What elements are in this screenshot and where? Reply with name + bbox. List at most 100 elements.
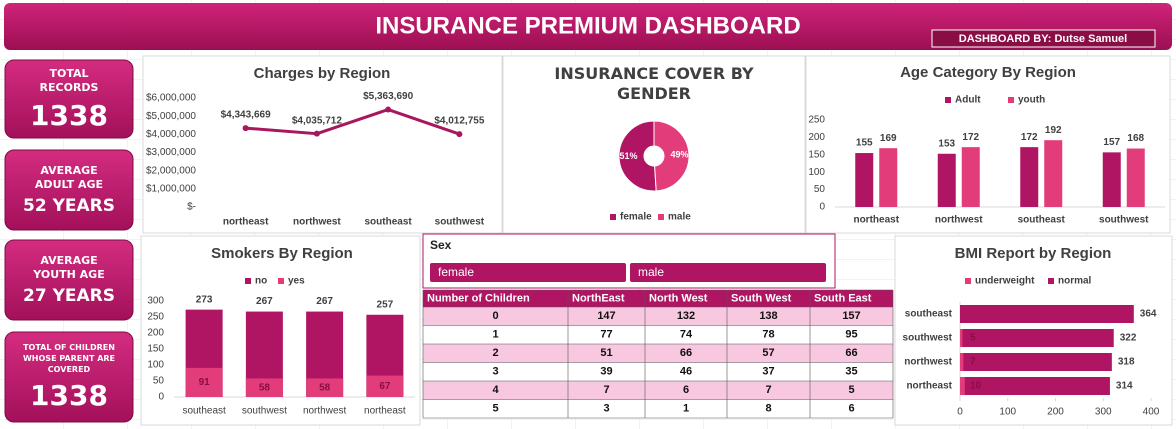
data-label: 51% <box>620 151 638 161</box>
line-marker <box>385 106 392 113</box>
bar <box>1044 140 1063 207</box>
table-cell: 51 <box>600 347 612 359</box>
table-cell: 147 <box>597 310 615 322</box>
y-tick-label: 50 <box>153 376 165 387</box>
legend-label: youth <box>1018 95 1045 106</box>
table-cell: 39 <box>600 366 612 378</box>
kpi-value: 27 YEARS <box>23 286 115 306</box>
table-cell: 78 <box>762 329 774 341</box>
bar <box>960 377 1110 395</box>
y-tick-label: northwest <box>904 357 952 368</box>
data-label: 257 <box>377 299 394 310</box>
y-tick-label: 100 <box>808 167 825 178</box>
data-label: 267 <box>256 296 273 307</box>
legend-label: normal <box>1058 276 1092 287</box>
bar <box>960 329 963 347</box>
data-label: 58 <box>319 382 331 393</box>
bar <box>961 147 980 207</box>
x-tick-label: northwest <box>935 215 983 226</box>
legend-swatch <box>965 278 971 284</box>
y-tick-label: 50 <box>814 184 826 195</box>
chart-title-box: INSURANCE COVER BY GENDER <box>554 64 753 103</box>
bar <box>1020 147 1039 207</box>
data-label: 172 <box>962 132 979 143</box>
data-label: 318 <box>1118 357 1135 368</box>
data-label: $5,363,690 <box>363 91 413 102</box>
y-tick-label: $4,000,000 <box>146 129 196 140</box>
kpi-content: TOTAL OF CHILDREN WHOSE PARENT ARE COVER… <box>22 343 116 412</box>
x-tick-label: northwest <box>293 217 341 228</box>
x-tick-label: 200 <box>1047 407 1064 418</box>
bar <box>960 329 1114 347</box>
byline: DASHBOARD BY: Dutse Samuel <box>959 33 1128 45</box>
chart-title: BMI Report by Region <box>955 245 1112 262</box>
legend-swatch <box>1048 278 1054 284</box>
x-tick-label: northeast <box>853 215 899 226</box>
slicer-button[interactable] <box>430 263 626 282</box>
table-header: South East <box>814 292 872 304</box>
table-cell: 157 <box>842 310 860 322</box>
table-header: South West <box>731 292 792 304</box>
bar <box>1102 152 1121 207</box>
y-tick-label: 150 <box>808 149 825 160</box>
data-label: $4,012,755 <box>434 116 484 127</box>
bar <box>366 375 404 397</box>
table-cell: 57 <box>762 347 774 359</box>
x-tick-label: southwest <box>1099 215 1149 226</box>
kpi-card <box>4 239 134 321</box>
table-row <box>423 381 893 400</box>
kpi-label: TOTAL OF CHILDREN WHOSE PARENT ARE COVER… <box>22 343 116 374</box>
y-tick-label: $3,000,000 <box>146 147 196 158</box>
table-cell: 132 <box>677 310 695 322</box>
bar <box>960 377 965 395</box>
kpi-label: AVERAGE ADULT AGE <box>34 164 104 191</box>
legend-swatch <box>658 214 664 220</box>
kpi-label: TOTAL RECORDS <box>39 66 99 94</box>
line-marker <box>456 131 463 138</box>
bar <box>306 378 344 397</box>
dashboard-title: INSURANCE PREMIUM DASHBOARD <box>375 12 800 39</box>
legend-label: no <box>255 276 267 287</box>
kpi-content: AVERAGE YOUTH AGE 27 YEARS <box>5 240 133 320</box>
kpi: AVERAGE YOUTH AGE 27 YEARS <box>5 240 133 320</box>
table-cell: 5 <box>848 384 854 396</box>
table-header: North West <box>649 292 708 304</box>
legend-label: underweight <box>975 276 1035 287</box>
y-tick-label: 250 <box>808 115 825 126</box>
data-label: 267 <box>316 296 333 307</box>
table-cell: 6 <box>848 403 854 415</box>
table-cell: 74 <box>680 329 693 341</box>
data-label: 314 <box>1116 381 1133 392</box>
data-label: 168 <box>1127 133 1144 144</box>
table-header-bg <box>423 290 893 307</box>
line <box>245 108 460 136</box>
chart-title: Smokers By Region <box>211 245 353 262</box>
chart-panel <box>142 55 503 234</box>
chart-panel <box>502 55 806 234</box>
table-header: Number of Children <box>427 292 530 304</box>
slicer-button[interactable] <box>630 263 826 282</box>
table-row <box>423 399 893 418</box>
table-cell: 0 <box>492 310 498 322</box>
legend-swatch <box>610 214 616 220</box>
header-bar <box>4 3 1172 50</box>
data-label: 322 <box>1120 333 1137 344</box>
line-marker <box>242 125 249 132</box>
x-tick-label: 400 <box>1143 407 1160 418</box>
kpi-value: 1338 <box>30 98 108 132</box>
table-cell: 5 <box>492 403 498 415</box>
y-tick-label: 200 <box>808 132 825 143</box>
y-tick-label: 0 <box>158 392 164 403</box>
kpi: TOTAL RECORDS 1338 <box>5 60 133 138</box>
table-cell: 7 <box>603 384 609 396</box>
legend-swatch <box>245 278 251 284</box>
data-label: $4,343,669 <box>221 110 271 121</box>
table-cell: 4 <box>492 384 499 396</box>
legend-swatch <box>945 97 951 103</box>
data-label: 91 <box>199 377 211 388</box>
chart-title: Age Category By Region <box>900 64 1076 81</box>
bar <box>855 153 874 207</box>
y-tick-label: $6,000,000 <box>146 93 196 104</box>
legend-swatch <box>278 278 284 284</box>
y-tick-label: southwest <box>903 333 953 344</box>
